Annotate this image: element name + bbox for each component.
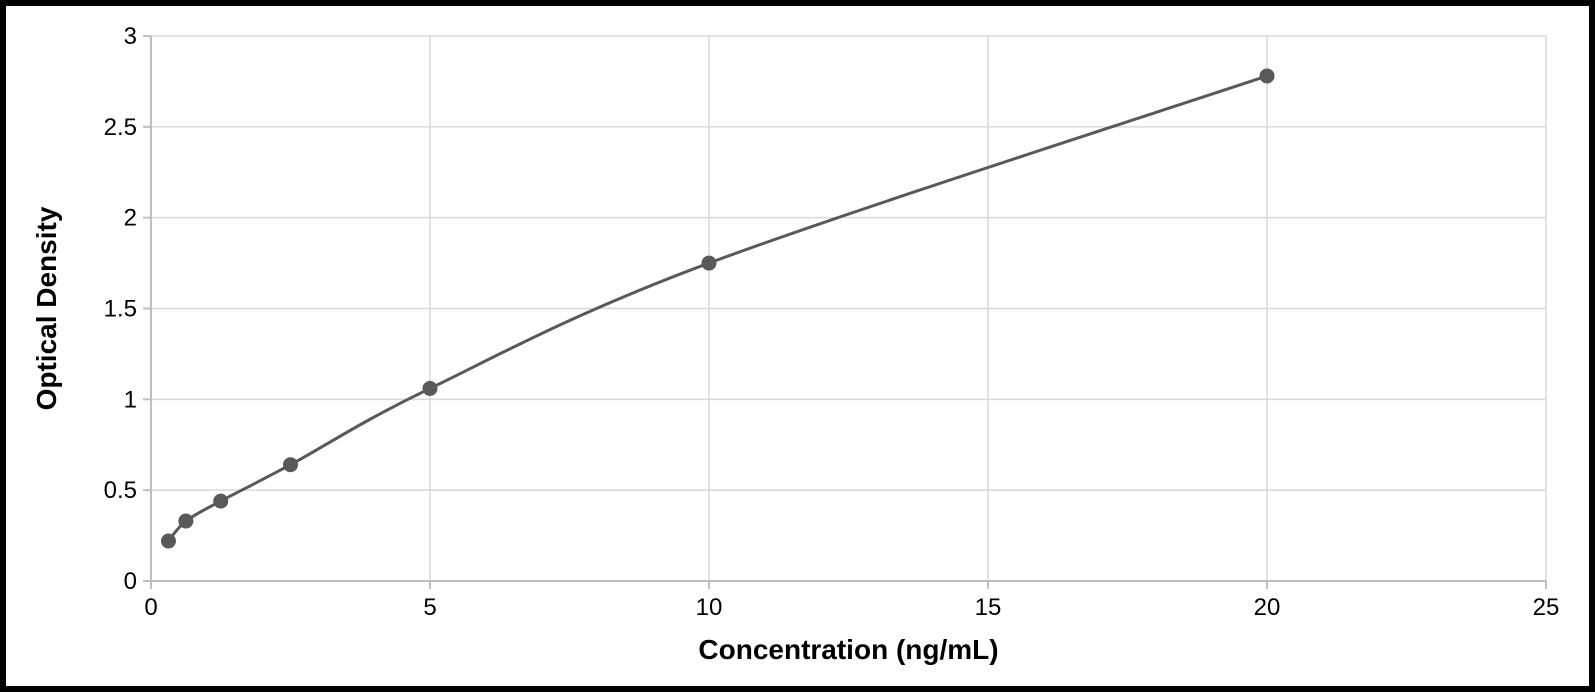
y-tick-label: 0 [124,568,137,595]
x-tick-label: 20 [1254,594,1281,621]
data-marker [214,494,228,508]
y-tick-label: 2.5 [104,114,137,141]
x-tick-label: 10 [696,594,723,621]
data-marker [284,458,298,472]
data-marker [179,514,193,528]
y-tick-label: 1 [124,386,137,413]
y-tick-label: 3 [124,23,137,50]
chart-container: 0 5 10 15 20 25 0 0.5 1 1.5 2 2.5 3 Concentration (ng… [6,6,1589,686]
data-marker [423,381,437,395]
chart-outer-frame: 0 5 10 15 20 25 0 0.5 1 1.5 2 2.5 3 Concentration (ng… [0,0,1595,692]
x-tick-label: 0 [144,594,157,621]
y-tick-label: 2 [124,205,137,232]
data-marker [1260,69,1274,83]
x-tick-label: 5 [423,594,436,621]
data-marker [702,256,716,270]
chart-svg: 0 5 10 15 20 25 0 0.5 1 1.5 2 2.5 3 Concentration (ng… [6,6,1589,686]
x-tick-label: 15 [975,594,1002,621]
x-axis-label: Concentration (ng/mL) [698,634,998,665]
y-tick-label: 0.5 [104,477,137,504]
y-tick-label: 1.5 [104,296,137,323]
data-marker [161,534,175,548]
x-tick-label: 25 [1533,594,1560,621]
y-axis-label: Optical Density [31,206,62,410]
